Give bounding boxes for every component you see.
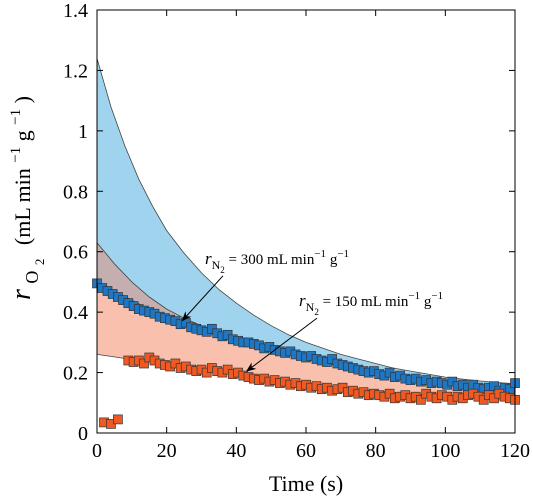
y-axis-title: r O 2 (mL min −1 g −1 ) [0,96,49,300]
data-point [416,394,426,405]
annot-subsub: 2 [314,307,319,317]
x-tick-label: 60 [296,440,316,462]
annot-r: r [299,291,306,310]
y-title-unit-prefix: (mL min [10,168,35,245]
y-tick-label: 1.4 [63,0,88,22]
annot-exp1: −1 [408,290,420,302]
x-tick-label: 0 [92,440,102,462]
y-tick-label: 0.6 [63,242,88,264]
annot-r: r [205,249,212,268]
annot-sub: N [306,300,315,314]
annot-exp1: −1 [314,248,326,260]
annotation-arrow-300 [181,275,224,322]
x-axis-title: Time (s) [269,471,343,496]
x-tick-label: 20 [157,440,177,462]
y-title-exp1: −1 [8,147,24,163]
data-point [113,414,123,425]
annot-exp2: −1 [337,248,349,260]
y-title-exp2: −1 [8,109,24,125]
svg-text:r O 2 (mL mi: r O 2 (mL min −1 g −1 ) [0,96,49,300]
confidence-bands [97,58,515,401]
y-title-sub: O [22,271,42,284]
data-point [139,358,149,369]
y-tick-label: 0 [78,423,88,445]
annot-mid: g [420,294,432,310]
annot-text: = 300 mL min [225,252,315,268]
annot-subsub: 2 [220,265,225,275]
y-title-r: r [6,289,37,300]
band-300 [97,58,515,390]
x-tick-label: 80 [366,440,386,462]
y-tick-label: 1.2 [63,60,88,82]
annot-text: = 150 mL min [319,294,409,310]
axis-ticks: 0 20 40 60 80 100 120 0 0.2 0.4 0.6 0.8 1 1.2 1.4 [63,0,530,462]
annotation-label-300: rN2 = 300 mL min−1 g−1 [205,248,349,275]
annot-sub: N [212,258,221,272]
band-150 [97,242,515,401]
band-300-upper-curve [96,58,516,385]
y-tick-label: 0.4 [63,302,88,324]
x-tick-label: 100 [430,440,460,462]
x-tick-label: 120 [500,440,530,462]
x-tick-label: 40 [226,440,246,462]
y-title-unit-mid: g [10,130,35,141]
y-tick-label: 0.2 [63,363,88,385]
y-tick-label: 0.8 [63,181,88,203]
annotation-label-150: rN2 = 150 mL min−1 g−1 [299,290,443,317]
annot-mid: g [326,252,338,268]
y-title-subsub: 2 [32,259,47,266]
y-title-unit-suffix: ) [10,96,35,103]
annotation-arrow-150 [245,317,318,372]
series-150 [99,352,520,429]
y-tick-label: 1 [78,121,88,143]
annot-exp2: −1 [431,290,443,302]
